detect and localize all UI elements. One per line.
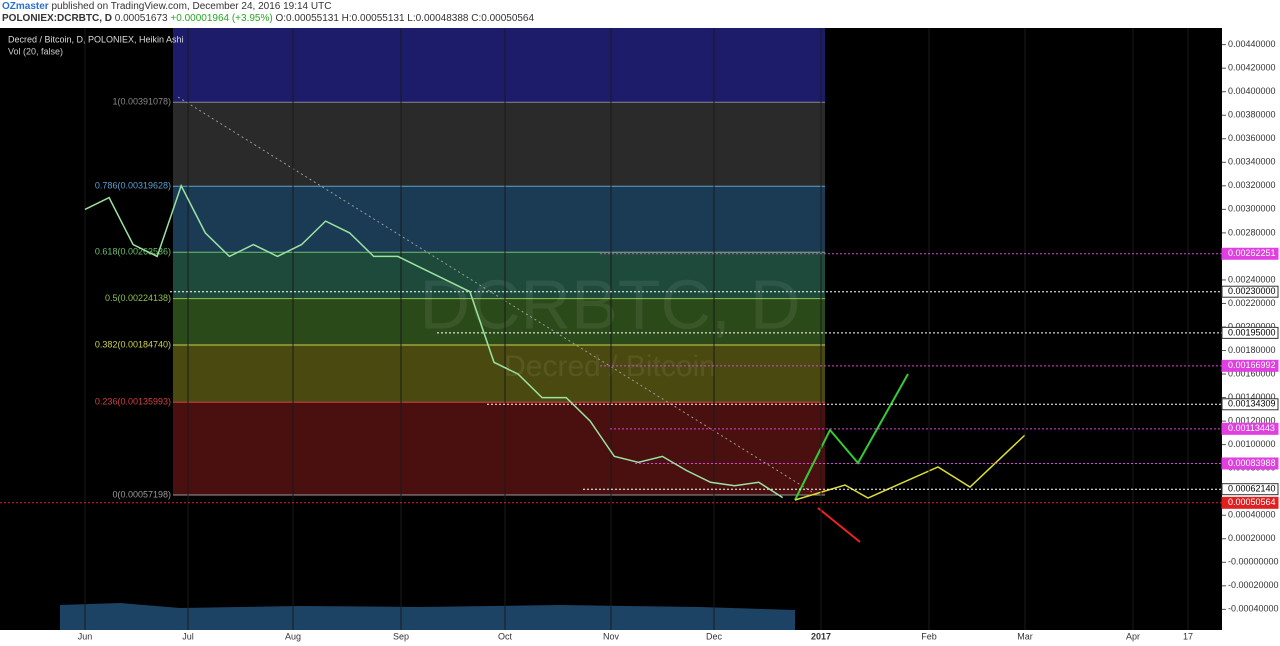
change: +0.00001964 (+3.95%) bbox=[170, 13, 273, 24]
y-tick-label: 0.00020000 bbox=[1228, 533, 1276, 543]
price-label-box bbox=[1221, 483, 1279, 496]
y-tick-label: 0.00180000 bbox=[1228, 345, 1276, 355]
fib-label: 0.5(0.00224138) bbox=[105, 293, 171, 303]
y-tick-label: 0.00280000 bbox=[1228, 227, 1276, 237]
y-tick-label: 0.00360000 bbox=[1228, 133, 1276, 143]
x-tick-label: Aug bbox=[285, 631, 301, 641]
fib-label: 0.236(0.00135993) bbox=[95, 397, 171, 407]
quote-line: POLONIEX:DCRBTC, D 0.00051673 +0.0000196… bbox=[2, 13, 1278, 25]
published: published on TradingView.com, December 2… bbox=[48, 1, 332, 12]
fib-label: 0.618(0.00263536) bbox=[95, 247, 171, 257]
x-tick-label: Nov bbox=[603, 631, 620, 641]
x-tick-label: Oct bbox=[498, 631, 513, 641]
price-label: 0.00195000 bbox=[1228, 327, 1276, 337]
x-tick-label: Sep bbox=[393, 631, 409, 641]
price-label-box bbox=[1221, 285, 1279, 298]
projection-down bbox=[817, 507, 861, 543]
time-axis bbox=[0, 630, 1222, 646]
price-label: 0.00230000 bbox=[1228, 286, 1276, 296]
fib-label: 1(0.00391078) bbox=[112, 97, 171, 107]
y-tick-label: 0.00140000 bbox=[1228, 392, 1276, 402]
projection-up bbox=[794, 373, 909, 501]
y-tick-label: 0.00420000 bbox=[1228, 63, 1276, 73]
fib-zone bbox=[173, 28, 825, 103]
ohlc: O:0.00055131 H:0.00055131 L:0.00048388 C… bbox=[275, 13, 535, 24]
price-label: 0.00083988 bbox=[1228, 458, 1276, 468]
y-tick-label: 0.00120000 bbox=[1228, 415, 1276, 425]
y-tick-label: 0.00040000 bbox=[1228, 510, 1276, 520]
x-tick-label: Jun bbox=[78, 631, 93, 641]
y-tick-label: -0.00020000 bbox=[1228, 580, 1279, 590]
fib-zone bbox=[173, 402, 825, 496]
legend-title: Decred / Bitcoin, D, POLONIEX, Heikin As… bbox=[8, 34, 184, 44]
price-label-box bbox=[1221, 398, 1279, 411]
y-tick-label: 0.00220000 bbox=[1228, 298, 1276, 308]
fib-zone bbox=[173, 298, 825, 345]
price-label-box bbox=[1221, 422, 1279, 435]
watermark: DCRBTC, D bbox=[419, 265, 800, 343]
x-tick-label: Jul bbox=[182, 631, 194, 641]
x-tick-label: 17 bbox=[1183, 631, 1193, 641]
price-label: 0.00134309 bbox=[1228, 399, 1276, 409]
y-tick-label: 0.00440000 bbox=[1228, 39, 1276, 49]
header: OZmaster published on TradingView.com, D… bbox=[0, 0, 1280, 28]
publish-line: OZmaster published on TradingView.com, D… bbox=[2, 1, 1278, 13]
fib-zone bbox=[173, 252, 825, 299]
x-tick-label: Feb bbox=[921, 631, 937, 641]
fib-label: 0(0.00057198) bbox=[112, 489, 171, 499]
y-tick-label: -0.00040000 bbox=[1228, 604, 1279, 614]
fib-zone bbox=[173, 102, 825, 187]
watermark-sub: Decred / Bitcoin bbox=[504, 350, 716, 383]
y-tick-label: 0.00300000 bbox=[1228, 204, 1276, 214]
last: 0.00051673 bbox=[114, 13, 168, 24]
price-label: 0.00062140 bbox=[1228, 484, 1276, 494]
chart: 1(0.00391078) 0.786(0.00319628) 0.618(0.00… bbox=[0, 28, 1280, 646]
y-tick-label: -0.00000000 bbox=[1228, 557, 1279, 567]
price-label: 0.00262251 bbox=[1228, 248, 1276, 258]
y-tick-label: 0.00200000 bbox=[1228, 321, 1276, 331]
legend-vol: Vol (20, false) bbox=[8, 46, 63, 56]
price-label-box bbox=[1221, 457, 1279, 470]
fib-zone bbox=[173, 186, 825, 253]
fib-zone bbox=[173, 344, 825, 403]
y-tick-label: 0.00240000 bbox=[1228, 274, 1276, 284]
x-tick-label: Mar bbox=[1017, 631, 1033, 641]
y-tick-label: 0.00320000 bbox=[1228, 180, 1276, 190]
y-tick-label: 0.00160000 bbox=[1228, 368, 1276, 378]
y-tick-label: 0.00100000 bbox=[1228, 439, 1276, 449]
symbol: POLONIEX:DCRBTC, D bbox=[2, 13, 112, 24]
x-tick-label: 2017 bbox=[811, 631, 831, 641]
price-label: 0.00050564 bbox=[1228, 497, 1276, 507]
price-label-box bbox=[1221, 326, 1279, 339]
fib-label: 0.382(0.00184740) bbox=[95, 339, 171, 349]
price-label-box bbox=[1221, 359, 1279, 372]
price-label: 0.00166992 bbox=[1228, 360, 1276, 370]
price-label-box bbox=[1221, 496, 1279, 509]
author-link[interactable]: OZmaster bbox=[2, 1, 49, 12]
projection-mid bbox=[794, 434, 1026, 501]
x-tick-label: Apr bbox=[1126, 631, 1140, 641]
price-label: 0.00113443 bbox=[1228, 423, 1275, 433]
price-label-box bbox=[1221, 247, 1279, 260]
y-tick-label: 0.00340000 bbox=[1228, 157, 1276, 167]
price-line bbox=[84, 183, 784, 499]
y-tick-label: 0.00400000 bbox=[1228, 86, 1276, 96]
fib-label: 0.786(0.00319628) bbox=[95, 181, 171, 191]
x-tick-label: Dec bbox=[706, 631, 723, 641]
y-tick-label: 0.00380000 bbox=[1228, 110, 1276, 120]
